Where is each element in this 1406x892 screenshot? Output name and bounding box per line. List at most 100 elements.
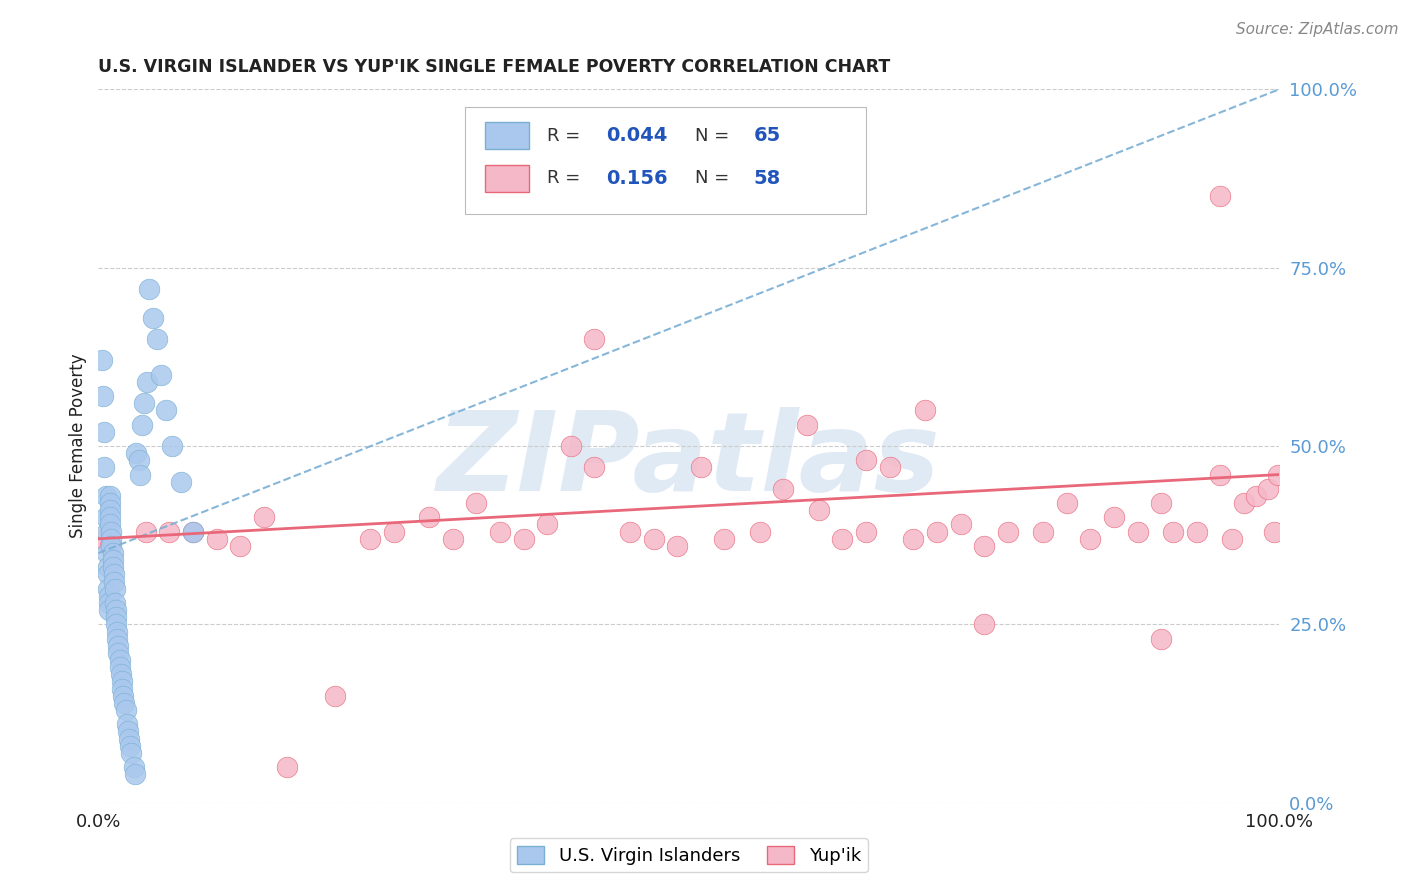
Point — [643, 532, 665, 546]
Text: R =: R = — [547, 169, 586, 187]
Point — [131, 417, 153, 432]
Point — [1257, 482, 1279, 496]
Point — [100, 539, 122, 553]
Point — [170, 475, 193, 489]
Point — [489, 524, 512, 539]
Text: 65: 65 — [754, 126, 782, 145]
Point — [772, 482, 794, 496]
Point — [118, 731, 141, 746]
Point — [101, 546, 124, 560]
Point — [512, 532, 534, 546]
Point — [1267, 467, 1289, 482]
Point — [117, 724, 139, 739]
Point — [135, 375, 157, 389]
Point — [619, 524, 641, 539]
Point — [135, 524, 157, 539]
Point — [101, 560, 124, 574]
Point — [91, 389, 114, 403]
Point — [111, 681, 134, 696]
Point — [1161, 524, 1184, 539]
Point — [98, 596, 121, 610]
Point — [105, 610, 128, 624]
Point — [1056, 496, 1078, 510]
Point — [91, 353, 114, 368]
Point — [583, 332, 606, 346]
Point — [146, 332, 169, 346]
Point — [104, 596, 127, 610]
Point — [112, 689, 135, 703]
Point — [93, 532, 115, 546]
Point — [128, 467, 150, 482]
Point — [98, 603, 121, 617]
Point — [122, 760, 145, 774]
Point — [98, 489, 121, 503]
Point — [205, 532, 228, 546]
Point — [748, 524, 770, 539]
Point — [105, 624, 128, 639]
Point — [903, 532, 925, 546]
Text: U.S. VIRGIN ISLANDER VS YUP'IK SINGLE FEMALE POVERTY CORRELATION CHART: U.S. VIRGIN ISLANDER VS YUP'IK SINGLE FE… — [98, 58, 890, 76]
Point — [114, 703, 136, 717]
Point — [103, 567, 125, 582]
Point — [879, 460, 901, 475]
Point — [94, 489, 117, 503]
Point — [1150, 632, 1173, 646]
Point — [359, 532, 381, 546]
Point — [1150, 496, 1173, 510]
Point — [1233, 496, 1256, 510]
Point — [181, 524, 204, 539]
Point — [128, 453, 150, 467]
Point — [111, 674, 134, 689]
Point — [142, 310, 165, 325]
Text: 0.044: 0.044 — [606, 126, 668, 145]
Y-axis label: Single Female Poverty: Single Female Poverty — [69, 354, 87, 538]
Point — [98, 503, 121, 517]
Point — [973, 539, 995, 553]
Point — [125, 446, 148, 460]
Point — [382, 524, 405, 539]
Point — [107, 646, 129, 660]
FancyBboxPatch shape — [485, 122, 530, 149]
Point — [796, 417, 818, 432]
Point — [150, 368, 173, 382]
Point — [160, 439, 183, 453]
Point — [181, 524, 204, 539]
Text: N =: N = — [695, 127, 735, 145]
Point — [536, 517, 558, 532]
Point — [949, 517, 972, 532]
FancyBboxPatch shape — [464, 107, 866, 214]
Text: Source: ZipAtlas.com: Source: ZipAtlas.com — [1236, 22, 1399, 37]
Text: 58: 58 — [754, 169, 782, 188]
Point — [94, 510, 117, 524]
Point — [925, 524, 948, 539]
Point — [105, 617, 128, 632]
Point — [855, 524, 877, 539]
Point — [560, 439, 582, 453]
Point — [115, 717, 138, 731]
Point — [666, 539, 689, 553]
Point — [1244, 489, 1267, 503]
Legend: U.S. Virgin Islanders, Yup'ik: U.S. Virgin Islanders, Yup'ik — [510, 838, 868, 872]
Point — [583, 460, 606, 475]
Point — [253, 510, 276, 524]
Point — [713, 532, 735, 546]
Point — [138, 282, 160, 296]
Point — [124, 767, 146, 781]
Point — [1032, 524, 1054, 539]
Point — [914, 403, 936, 417]
Point — [97, 567, 120, 582]
Point — [276, 760, 298, 774]
Point — [101, 553, 124, 567]
Point — [97, 582, 120, 596]
Text: N =: N = — [695, 169, 735, 187]
Point — [105, 603, 128, 617]
FancyBboxPatch shape — [485, 165, 530, 192]
Point — [93, 460, 115, 475]
Point — [107, 639, 129, 653]
Point — [465, 496, 488, 510]
Point — [120, 739, 142, 753]
Point — [93, 425, 115, 439]
Point — [1209, 189, 1232, 203]
Point — [807, 503, 830, 517]
Point — [98, 517, 121, 532]
